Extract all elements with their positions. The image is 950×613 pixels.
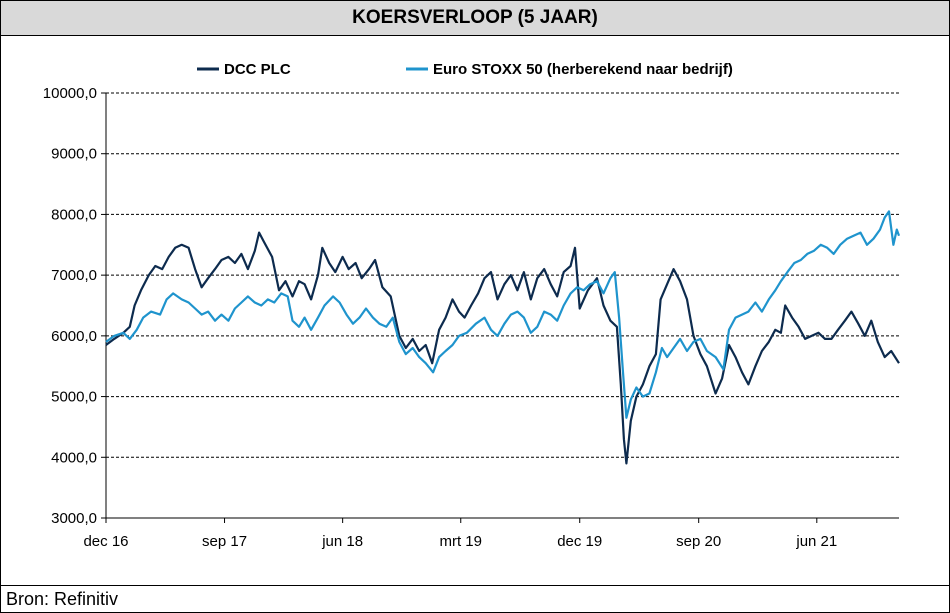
axis-layer: 3000,0 4000,0 5000,0 6000,0 7000,0 8000,0 9000… — [43, 85, 899, 550]
y-tick-label: 3000,0 — [51, 510, 97, 527]
x-tick-label: dec 19 — [557, 533, 602, 550]
y-tick-label: 5000,0 — [51, 389, 97, 406]
y-tick-label: 7000,0 — [51, 267, 97, 284]
y-tick-label: 6000,0 — [51, 328, 97, 345]
x-tick-label: jun 18 — [321, 533, 363, 550]
chart-title: KOERSVERLOOP (5 JAAR) — [1, 1, 949, 36]
grid-layer — [106, 92, 899, 458]
legend: DCC PLC Euro STOXX 50 (herberekend naar b… — [197, 61, 733, 78]
line-chart: 3000,0 4000,0 5000,0 6000,0 7000,0 8000,0 9000… — [43, 61, 901, 550]
x-tick-label: jun 21 — [795, 533, 837, 550]
x-tick-label: dec 16 — [83, 533, 128, 550]
legend-label: Euro STOXX 50 (herberekend naar bedrijf) — [433, 61, 733, 78]
x-tick-label: sep 17 — [202, 533, 247, 550]
series-line-stoxx — [105, 210, 901, 419]
plot-area: 3000,0 4000,0 5000,0 6000,0 7000,0 8000,0 9000… — [1, 36, 949, 585]
y-tick-label: 9000,0 — [51, 146, 97, 163]
legend-label: DCC PLC — [224, 61, 291, 78]
y-tick-label: 4000,0 — [51, 449, 97, 466]
x-tick-label: mrt 19 — [439, 533, 482, 550]
x-tick-label: sep 20 — [676, 533, 721, 550]
series-layer — [105, 210, 901, 465]
y-tick-label: 8000,0 — [51, 206, 97, 223]
y-tick-label: 10000,0 — [43, 85, 97, 102]
series-line-dcc — [105, 231, 900, 465]
source-note: Bron: Refinitiv — [1, 585, 949, 612]
